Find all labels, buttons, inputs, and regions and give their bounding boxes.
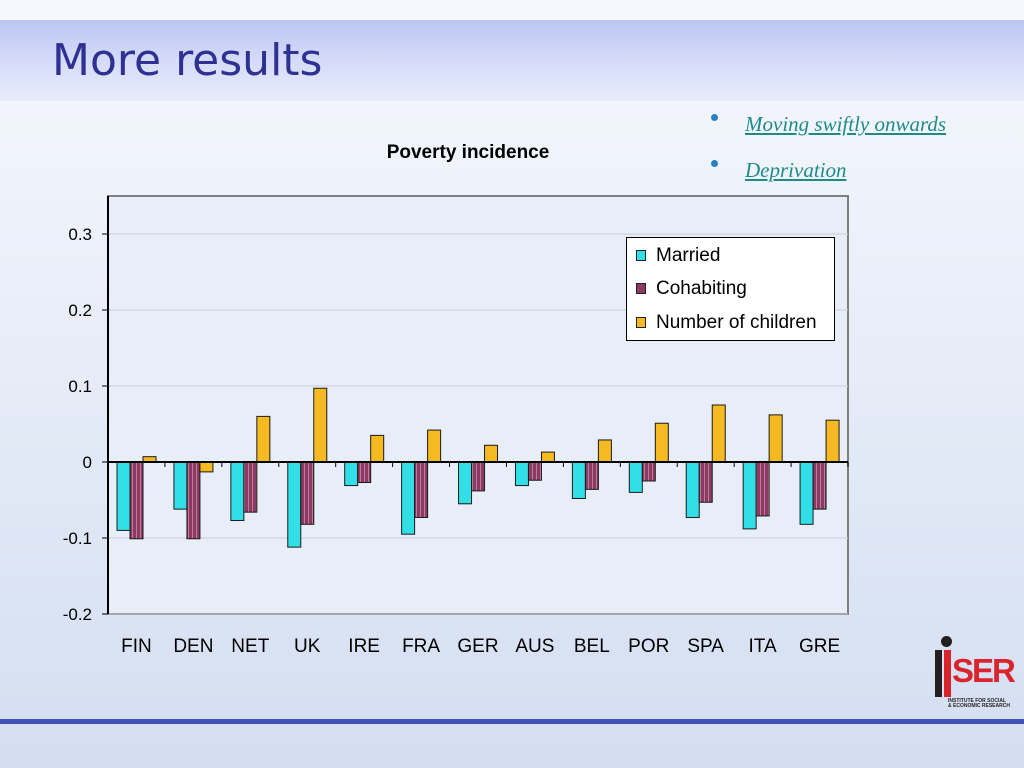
bar-cohabiting <box>414 461 429 518</box>
legend-label-number-of-children: Number of children <box>656 312 817 333</box>
y-tick-label: 0.3 <box>68 225 92 244</box>
bar-number-of-children <box>256 415 271 463</box>
x-tick-label: DEN <box>173 636 213 657</box>
bar-cohabiting <box>243 461 258 513</box>
bar-cohabiting <box>471 461 486 492</box>
x-tick-label: ITA <box>749 636 777 657</box>
x-tick-label: IRE <box>348 636 380 657</box>
bar-number-of-children <box>199 461 214 473</box>
bar-cohabiting <box>129 461 144 540</box>
cohabiting-swatch <box>636 283 646 294</box>
x-tick-label: BEL <box>574 636 610 657</box>
legend-label-cohabiting: Cohabiting <box>656 278 747 299</box>
number-of-children-swatch <box>636 317 646 328</box>
y-tick-label: -0.1 <box>63 529 92 548</box>
logo-i-red <box>944 650 951 697</box>
bar-number-of-children <box>597 439 612 463</box>
bar-married <box>230 461 245 522</box>
married-swatch <box>636 250 646 261</box>
chart-legend: Married Cohabiting Number of children <box>626 237 835 341</box>
bar-married <box>514 461 529 487</box>
moving-swiftly-onwards-link[interactable]: Moving swiftly onwards <box>745 112 947 136</box>
title-band <box>0 20 1024 101</box>
logo-word: SER <box>952 652 1016 689</box>
bar-number-of-children <box>427 429 442 463</box>
slide-title: More results <box>52 35 323 86</box>
x-tick-label: SPA <box>687 636 724 657</box>
bar-number-of-children <box>540 451 555 463</box>
bar-number-of-children <box>711 404 726 463</box>
bar-cohabiting <box>527 461 542 481</box>
x-tick-label: FRA <box>402 636 440 657</box>
bar-cohabiting <box>812 461 827 510</box>
iser-logo: SER INSTITUTE FOR SOCIAL & ECONOMIC RESE… <box>934 636 1018 710</box>
y-tick-label: 0.2 <box>68 301 92 320</box>
x-tick-label: AUS <box>515 636 554 657</box>
logo-subtitle-line2: & ECONOMIC RESEARCH <box>948 703 1010 709</box>
logo-dot <box>941 636 952 647</box>
bar-cohabiting <box>584 461 599 490</box>
bar-cohabiting <box>300 461 315 525</box>
bottom-rule <box>0 719 1024 724</box>
bar-cohabiting <box>186 461 201 540</box>
bar-married <box>173 461 188 510</box>
bar-married <box>742 461 757 530</box>
x-tick-label: UK <box>294 636 321 657</box>
bar-married <box>799 461 814 525</box>
legend-label-married: Married <box>656 245 721 266</box>
x-tick-label: FIN <box>121 636 152 657</box>
logo-i-black <box>935 650 942 697</box>
bullet-icon <box>711 114 718 121</box>
bar-cohabiting <box>357 461 372 484</box>
bar-married <box>458 461 473 505</box>
logo-subtitle-line1: INSTITUTE FOR SOCIAL <box>948 698 1007 704</box>
deprivation-link[interactable]: Deprivation <box>745 158 847 182</box>
bar-cohabiting <box>641 461 656 482</box>
bar-number-of-children <box>825 419 840 463</box>
y-tick-label: 0.1 <box>68 377 92 396</box>
x-tick-label: POR <box>628 636 669 657</box>
bullet-icon <box>711 160 718 167</box>
bar-number-of-children <box>768 414 783 463</box>
y-tick-label: -0.2 <box>63 605 92 624</box>
bar-married <box>401 461 416 535</box>
bar-cohabiting <box>755 461 770 517</box>
bar-number-of-children <box>313 387 328 463</box>
bar-number-of-children <box>370 434 385 463</box>
bar-number-of-children <box>484 444 499 463</box>
chart-title: Poverty incidence <box>386 142 550 163</box>
bar-married <box>287 461 302 548</box>
bar-married <box>116 461 131 531</box>
bar-married <box>628 461 643 493</box>
bar-married <box>571 461 586 499</box>
y-tick-label: 0 <box>83 453 92 472</box>
bar-married <box>685 461 700 518</box>
x-tick-label: NET <box>231 636 269 657</box>
bar-number-of-children <box>654 422 669 463</box>
bar-married <box>344 461 359 487</box>
bar-cohabiting <box>698 461 713 503</box>
x-tick-label: GRE <box>799 636 840 657</box>
x-tick-label: GER <box>457 636 498 657</box>
